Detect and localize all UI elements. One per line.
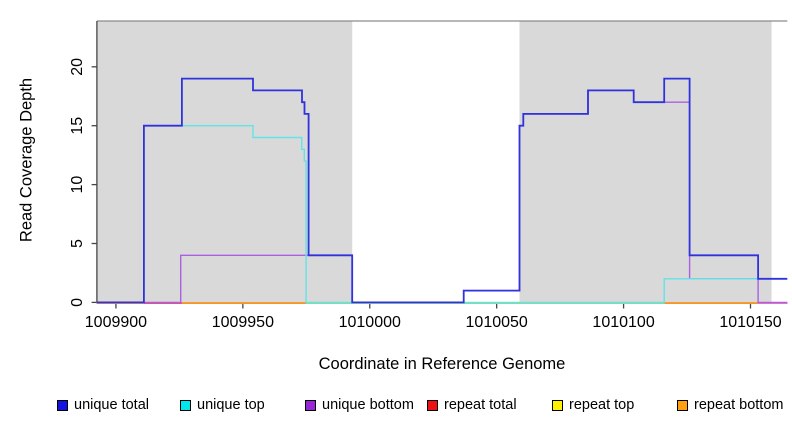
x-tick-label: 1010100 (592, 314, 654, 331)
legend-label: repeat bottom (694, 397, 784, 413)
repeat-region-left (96, 21, 353, 304)
legend-swatch-unique-top (180, 400, 191, 411)
legend-swatch-repeat-top (552, 400, 563, 411)
legend-swatch-repeat-total (427, 400, 438, 411)
legend-swatch-repeat-bottom (677, 400, 688, 411)
x-tick-label: 1009950 (212, 314, 274, 331)
y-tick-label: 10 (69, 176, 86, 194)
legend-label: unique bottom (322, 397, 414, 413)
x-tick-label: 1009900 (85, 314, 147, 331)
legend-label: repeat total (444, 397, 517, 413)
repeat-region-right (519, 21, 772, 304)
chart-legend: unique total unique top unique bottom repea… (0, 398, 792, 422)
legend-label: unique total (74, 397, 149, 413)
series-line-unique-total (96, 77, 788, 304)
legend-label: unique top (197, 397, 265, 413)
x-axis-title: Coordinate in Reference Genome (318, 355, 566, 373)
x-tick-label: 1010000 (339, 314, 401, 331)
y-tick-label: 5 (69, 239, 86, 248)
legend-swatch-unique-total (57, 400, 68, 411)
y-tick-label: 15 (69, 117, 86, 135)
legend-label: repeat top (569, 397, 635, 413)
x-tick-label: 1010150 (719, 314, 781, 331)
legend-swatch-unique-bottom (305, 400, 316, 411)
y-axis-title: Read Coverage Depth (17, 77, 36, 243)
y-tick-label: 20 (69, 58, 86, 76)
x-tick-label: 1010050 (466, 314, 528, 331)
y-tick-label: 0 (69, 298, 86, 307)
